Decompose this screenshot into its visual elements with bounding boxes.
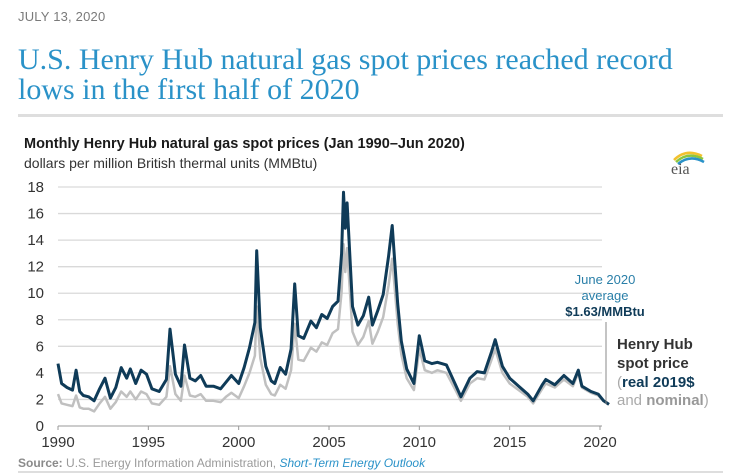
june-2020-annotation: June 2020 average $1.63/MMBtu xyxy=(565,272,645,404)
eia-logo-icon: eia xyxy=(671,151,705,176)
legend-real-line: (real 2019$ xyxy=(617,374,695,391)
annotation-line2: average xyxy=(582,288,629,303)
legend-open-paren: ( xyxy=(617,374,622,391)
x-tick-label: 2010 xyxy=(403,434,436,451)
x-tick-label: 1995 xyxy=(132,434,165,451)
chart-title: Monthly Henry Hub natural gas spot price… xyxy=(24,136,465,152)
source-note: Source: U.S. Energy Information Administ… xyxy=(18,456,425,470)
header-divider xyxy=(18,114,723,117)
eia-logo-text: eia xyxy=(671,161,690,176)
source-label: Source: xyxy=(18,456,63,470)
date-label: JULY 13, 2020 xyxy=(18,9,106,24)
legend-nominal: nominal xyxy=(646,392,704,409)
y-tick-label: 18 xyxy=(27,179,44,196)
x-tick-label: 2020 xyxy=(583,434,616,451)
legend: Henry Hub spot price (real 2019$ and nom… xyxy=(617,336,709,409)
source-text: U.S. Energy Information Administration, xyxy=(62,456,280,470)
headline: U.S. Henry Hub natural gas spot prices r… xyxy=(18,43,673,106)
legend-real: real 2019$ xyxy=(622,374,695,391)
footer-divider xyxy=(18,471,723,473)
y-tick-label: 14 xyxy=(27,232,44,249)
legend-line1: Henry Hub xyxy=(617,336,693,353)
legend-nominal-line: and nominal) xyxy=(617,392,709,409)
annotation-line1: June 2020 xyxy=(575,272,636,287)
y-tick-label: 10 xyxy=(27,285,44,302)
legend-line2: spot price xyxy=(617,355,689,372)
y-axis-ticks: 0 2 4 6 8 10 12 14 16 18 xyxy=(27,179,44,435)
legend-and: and xyxy=(617,392,646,409)
source-link[interactable]: Short-Term Energy Outlook xyxy=(279,456,426,470)
x-tick-label: 1990 xyxy=(41,434,74,451)
y-tick-label: 0 xyxy=(36,418,44,435)
legend-close-paren: ) xyxy=(704,392,709,409)
x-axis: 1990 1995 2000 2005 2010 2015 2020 xyxy=(41,425,617,451)
y-tick-label: 8 xyxy=(36,312,44,329)
y-tick-label: 16 xyxy=(27,206,44,223)
y-tick-label: 2 xyxy=(36,391,44,408)
chart-subtitle: dollars per million British thermal unit… xyxy=(24,155,318,171)
x-tick-label: 2005 xyxy=(312,434,345,451)
y-tick-label: 6 xyxy=(36,338,44,355)
x-tick-label: 2015 xyxy=(493,434,526,451)
x-tick-label: 2000 xyxy=(222,434,255,451)
y-tick-label: 4 xyxy=(36,365,44,382)
series-lines xyxy=(56,190,610,413)
annotation-line3: $1.63/MMBtu xyxy=(565,304,645,319)
series-line-nominal xyxy=(56,242,610,413)
series-line-real xyxy=(56,190,610,406)
y-tick-label: 12 xyxy=(27,259,44,276)
gridlines xyxy=(58,186,602,401)
